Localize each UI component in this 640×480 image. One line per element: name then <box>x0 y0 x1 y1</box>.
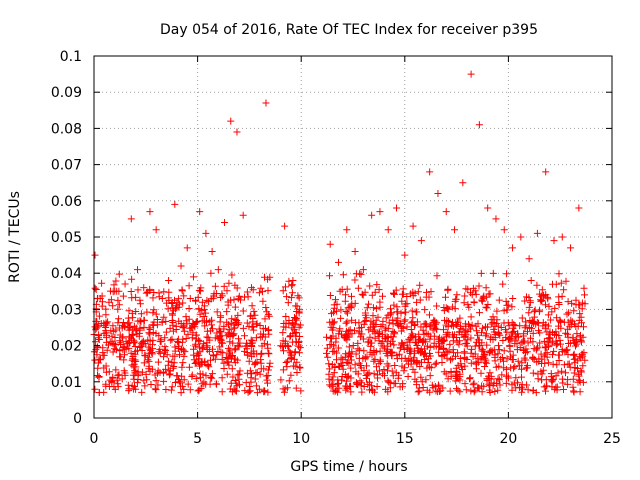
roti-point <box>247 284 255 292</box>
roti-point <box>434 190 442 198</box>
roti-point <box>177 262 185 270</box>
x-tick-label: 5 <box>193 431 202 447</box>
roti-point <box>359 266 367 274</box>
x-tick-label: 15 <box>396 431 414 447</box>
roti-point <box>146 208 154 216</box>
y-tick-label: 0.02 <box>51 339 82 355</box>
roti-point <box>509 244 517 252</box>
roti-point <box>96 295 104 303</box>
roti-point <box>368 211 376 219</box>
roti-point <box>102 320 110 328</box>
y-tick-label: 0.07 <box>51 158 82 174</box>
roti-point <box>208 247 216 255</box>
roti-point <box>492 215 500 223</box>
x-tick-label: 0 <box>90 431 99 447</box>
roti-point <box>401 251 409 259</box>
y-tick-label: 0.1 <box>60 49 82 65</box>
x-axis-ticks: 0 5 10 15 20 25 <box>90 56 621 447</box>
y-tick-label: 0 <box>73 411 82 427</box>
roti-point <box>550 237 558 245</box>
roti-point <box>451 226 459 234</box>
roti-point <box>475 121 483 129</box>
roti-point <box>517 233 525 241</box>
roti-point <box>221 219 229 227</box>
roti-point <box>158 295 166 303</box>
roti-point <box>202 229 210 237</box>
y-tick-label: 0.06 <box>51 194 82 210</box>
roti-point <box>91 251 99 259</box>
roti-point <box>567 244 575 252</box>
roti-point <box>558 233 566 241</box>
x-tick-label: 20 <box>499 431 517 447</box>
x-axis-label: GPS time / hours <box>290 459 407 475</box>
x-tick-label: 25 <box>603 431 621 447</box>
roti-point <box>426 168 434 176</box>
roti-point <box>442 208 450 216</box>
y-tick-label: 0.04 <box>51 266 82 282</box>
roti-point <box>196 208 204 216</box>
y-tick-label: 0.08 <box>51 121 82 137</box>
roti-point <box>393 204 401 212</box>
roti-point <box>575 204 583 212</box>
roti-point <box>467 70 475 78</box>
roti-point <box>484 204 492 212</box>
roti-point <box>542 168 550 176</box>
roti-point <box>525 255 533 263</box>
roti-point <box>233 128 241 136</box>
roti-point <box>239 211 247 219</box>
grid-lines <box>94 56 612 418</box>
roti-point <box>115 287 123 295</box>
roti-point <box>121 280 129 288</box>
roti-point <box>262 99 270 107</box>
roti-point <box>127 215 135 223</box>
roti-point <box>459 179 467 187</box>
roti-point <box>189 273 197 281</box>
roti-point <box>533 229 541 237</box>
roti-point <box>295 309 303 317</box>
roti-point <box>289 276 297 284</box>
roti-point <box>281 222 289 230</box>
y-tick-label: 0.09 <box>51 85 82 101</box>
roti-point <box>343 226 351 234</box>
roti-point <box>109 302 117 310</box>
roti-point <box>384 226 392 234</box>
roti-point <box>140 284 148 292</box>
y-axis-label: ROTI / TECUs <box>7 191 23 283</box>
roti-point <box>183 244 191 252</box>
roti-point <box>417 237 425 245</box>
y-tick-label: 0.03 <box>51 302 82 318</box>
roti-point <box>171 200 179 208</box>
roti-point <box>134 266 142 274</box>
roti-point <box>165 276 173 284</box>
y-axis-ticks: 0 0.01 0.02 0.03 0.04 0.05 0.06 0.07 0.08 0.09 0.1 <box>51 49 612 427</box>
roti-point <box>214 266 222 274</box>
roti-point <box>334 258 342 266</box>
roti-point <box>227 117 235 125</box>
roti-point <box>326 240 334 248</box>
roti-point <box>152 226 160 234</box>
roti-point <box>351 247 359 255</box>
data-points <box>90 70 589 397</box>
roti-point <box>500 226 508 234</box>
x-tick-label: 10 <box>292 431 310 447</box>
chart-title: Day 054 of 2016, Rate Of TEC Index for r… <box>160 22 538 38</box>
y-tick-label: 0.01 <box>51 375 82 391</box>
roti-point <box>409 222 417 230</box>
y-tick-label: 0.05 <box>51 230 82 246</box>
roti-point <box>376 208 384 216</box>
